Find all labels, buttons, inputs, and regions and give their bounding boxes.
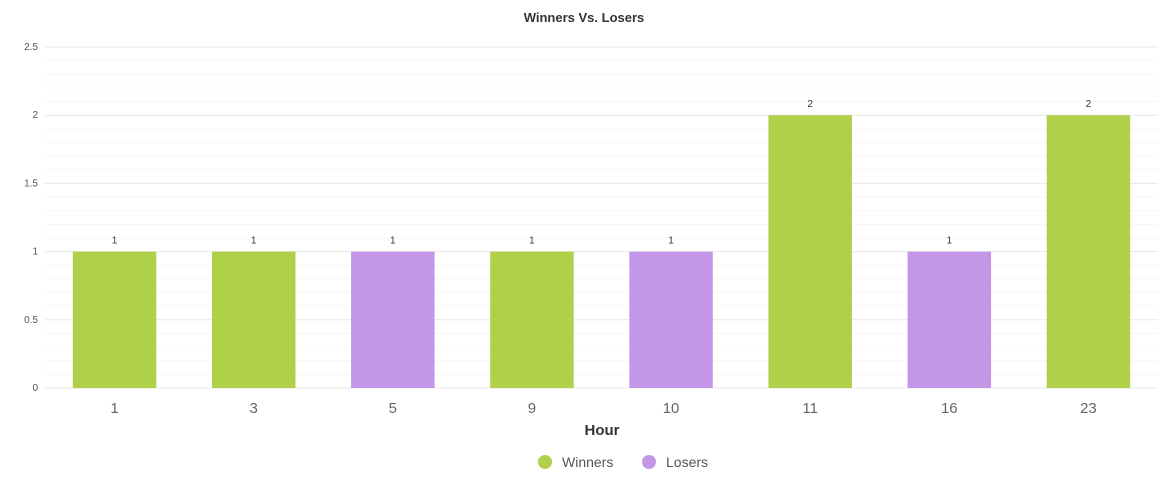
x-tick-label: 10 [663,400,680,417]
x-tick-label: 5 [389,400,397,417]
legend-item-winners[interactable]: Winners [538,454,613,470]
x-tick-label: 11 [802,400,818,417]
x-tick-label: 1 [110,400,118,417]
bar-losers-hour-10[interactable] [629,251,713,388]
legend-label: Winners [562,454,613,470]
data-label: 1 [947,236,953,247]
bar-losers-hour-5[interactable] [351,251,435,388]
bar-winners-hour-1[interactable] [72,251,157,388]
y-tick-label: 0.5 [24,315,38,326]
bars: 1 1 1 1 1 2 1 2 [72,99,1131,388]
y-tick-label: 2 [32,110,38,121]
bar-winners-hour-11[interactable] [768,115,852,388]
bar-winners-hour-3[interactable] [211,251,296,388]
bar-winners-hour-23[interactable] [1046,115,1131,388]
x-tick-label: 23 [1080,400,1097,417]
data-label: 1 [112,236,118,247]
y-tick-label: 1 [32,247,38,258]
data-label: 1 [529,236,535,247]
y-tick-label: 2.5 [24,42,38,53]
x-tick-label: 3 [250,400,258,417]
y-axis: 0 0.5 1 1.5 2 2.5 [24,42,38,394]
x-tick-label: 9 [528,400,536,417]
x-tick-label: 16 [941,400,958,417]
legend-item-losers[interactable]: Losers [642,454,708,470]
x-axis-label: Hour [585,422,620,439]
data-label: 2 [807,99,813,110]
data-label: 1 [390,236,396,247]
data-label: 1 [251,236,257,247]
legend-label: Losers [666,454,708,470]
legend-marker-icon [642,455,656,469]
legend-marker-icon [538,455,552,469]
x-axis: 1 3 5 9 10 11 16 23 [110,400,1096,417]
data-label: 2 [1086,99,1092,110]
bar-winners-hour-9[interactable] [490,251,574,388]
chart-title: Winners Vs. Losers [524,10,645,25]
data-label: 1 [668,236,674,247]
legend: Winners Losers [538,454,708,470]
y-tick-label: 0 [32,383,38,394]
bar-losers-hour-16[interactable] [907,251,992,388]
y-tick-label: 1.5 [24,178,38,189]
